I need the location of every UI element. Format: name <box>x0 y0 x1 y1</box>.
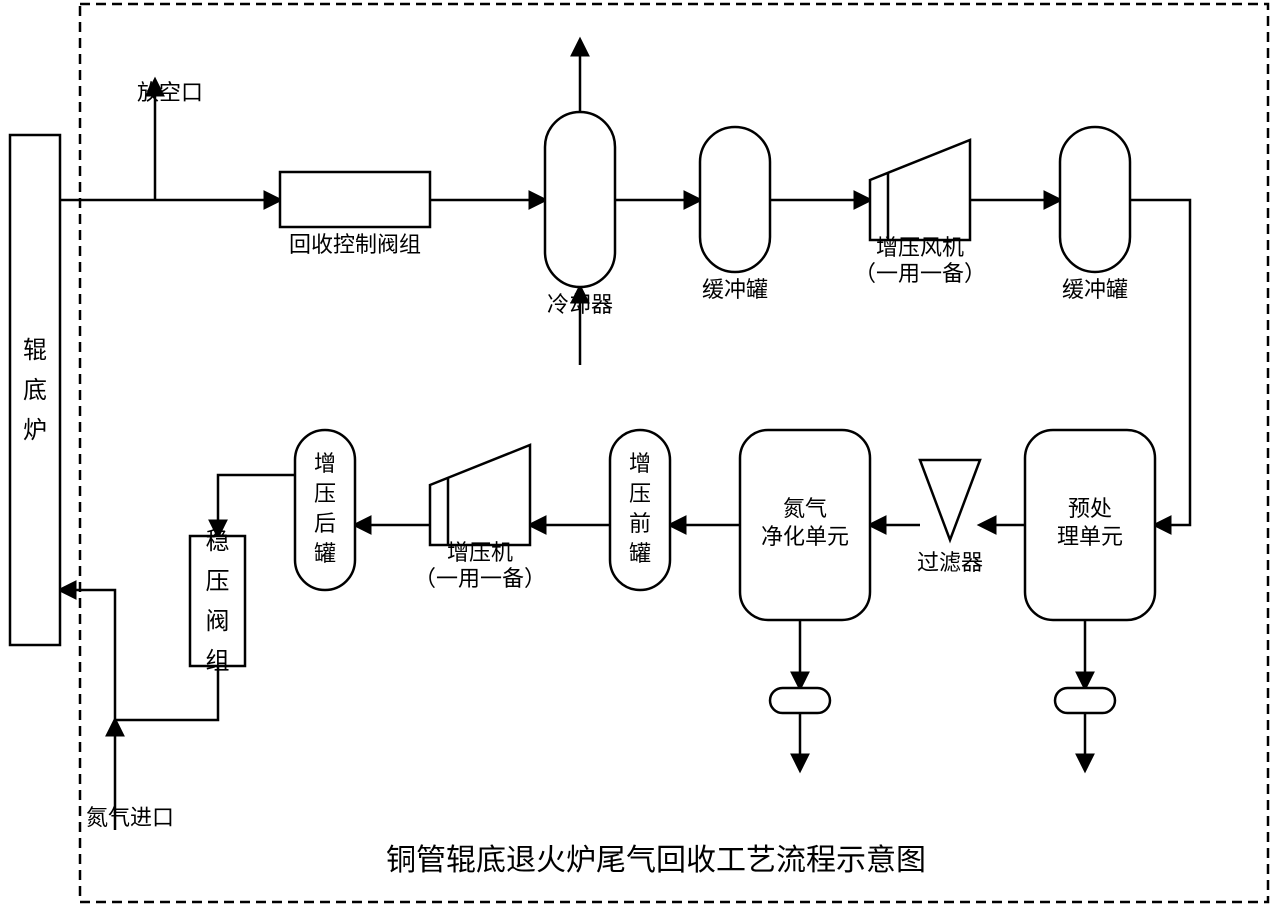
svg-text:铜管辊底退火炉尾气回收工艺流程示意图: 铜管辊底退火炉尾气回收工艺流程示意图 <box>386 844 926 877</box>
svg-text:增压机（一用一备）: 增压机（一用一备） <box>414 540 546 591</box>
svg-text:过滤器: 过滤器 <box>917 550 983 575</box>
svg-text:缓冲罐: 缓冲罐 <box>702 277 768 302</box>
svg-text:缓冲罐: 缓冲罐 <box>1062 277 1128 302</box>
svg-text:增压风机（一用一备）: 增压风机（一用一备） <box>854 235 986 286</box>
svg-text:冷却器: 冷却器 <box>547 292 613 317</box>
svg-text:辊底炉: 辊底炉 <box>23 337 47 444</box>
svg-text:回收控制阀组: 回收控制阀组 <box>289 232 421 257</box>
process-flow-diagram: 辊底炉放空口回收控制阀组冷却器缓冲罐增压风机（一用一备）缓冲罐预处理单元过滤器氮… <box>0 0 1272 906</box>
svg-text:放空口: 放空口 <box>137 80 203 105</box>
svg-text:氮气进口: 氮气进口 <box>86 805 174 830</box>
